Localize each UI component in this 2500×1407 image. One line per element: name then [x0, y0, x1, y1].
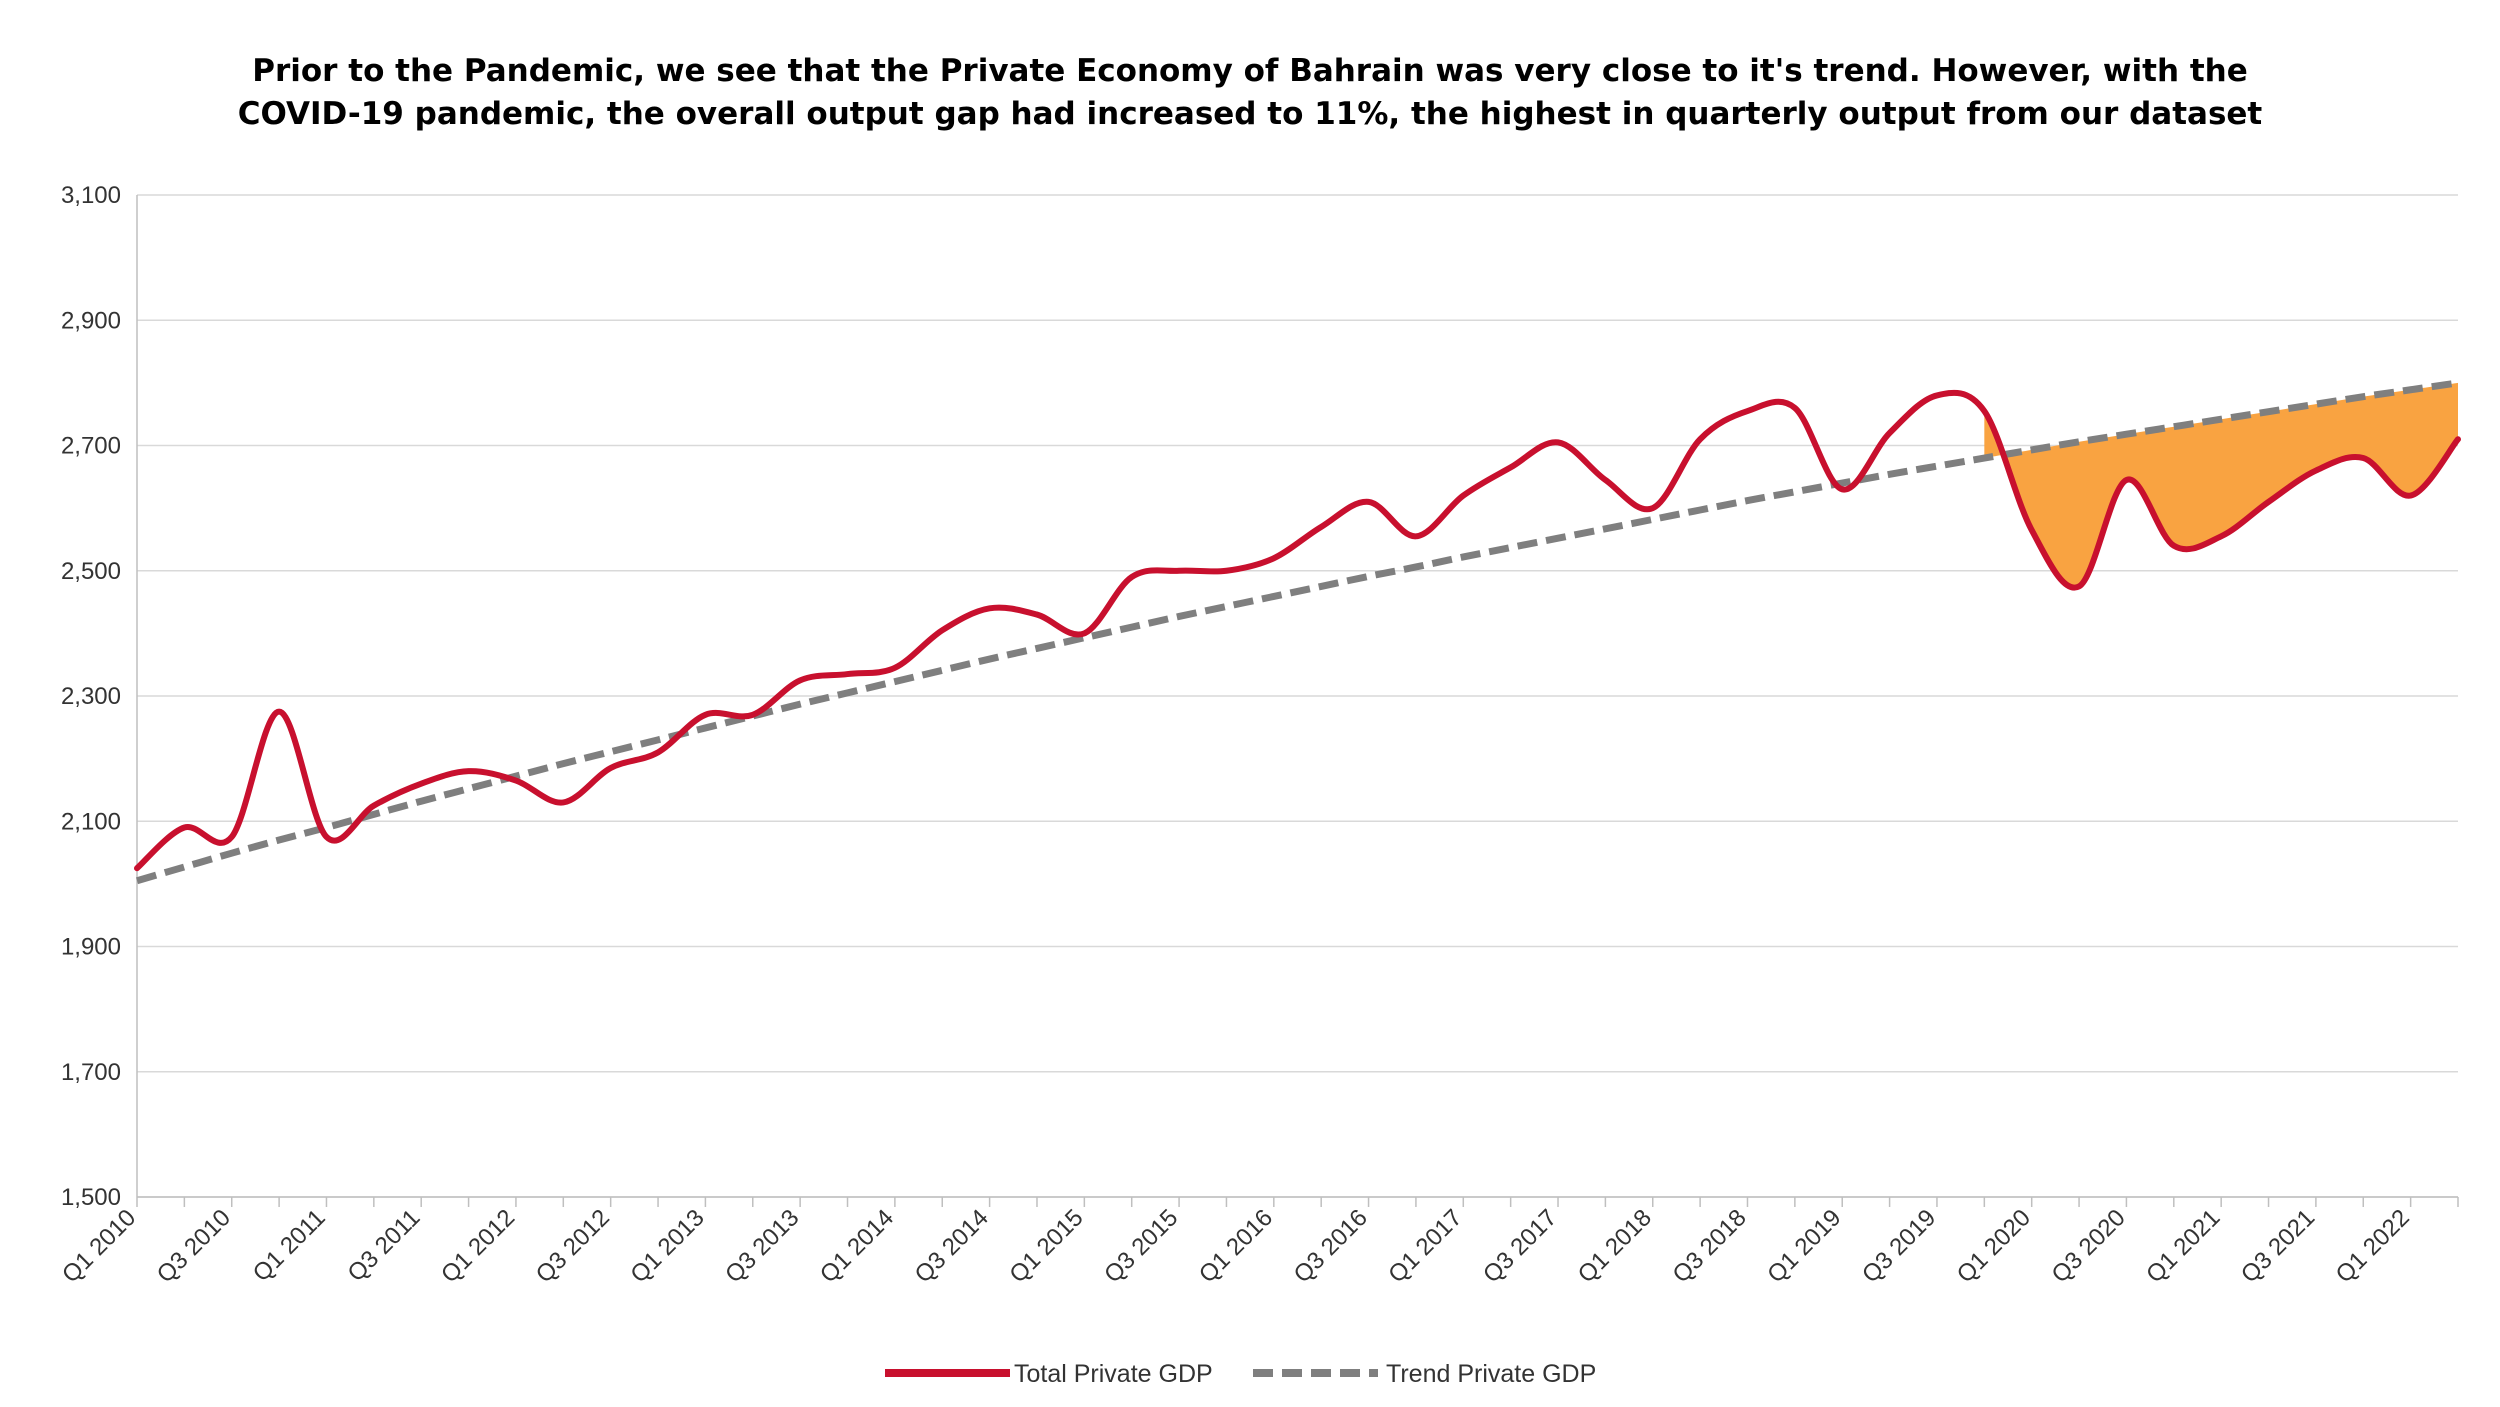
y-axis-tick-labels: 1,500 1,700 1,900 2,100 2,300 2,500 2,700 2,900… — [61, 182, 121, 1211]
x-tick-label: Q1 2013 — [625, 1204, 709, 1288]
x-tick-label: Q1 2016 — [1194, 1204, 1278, 1288]
x-tick-label: Q3 2017 — [1478, 1204, 1562, 1288]
x-tick-label: Q3 2021 — [2236, 1204, 2320, 1288]
x-tick-label: Q3 2013 — [720, 1204, 804, 1288]
legend-label-trend-private-gdp: Trend Private GDP — [1386, 1360, 1596, 1388]
x-tick-label: Q3 2011 — [343, 1204, 426, 1287]
x-tick-label: Q3 2015 — [1099, 1204, 1183, 1288]
chart-title-line-2: COVID-19 pandemic, the overall output ga… — [237, 96, 2263, 132]
series-line-trend-private-gdp — [136, 379, 2459, 885]
x-tick-label: Q1 2018 — [1573, 1204, 1657, 1288]
x-tick-label: Q1 2017 — [1383, 1204, 1467, 1288]
x-tick-label: Q1 2021 — [2141, 1204, 2225, 1288]
x-tick-label: Q1 2015 — [1004, 1204, 1088, 1288]
x-tick-label: Q1 2020 — [1952, 1204, 2036, 1288]
chart-title-line-1: Prior to the Pandemic, we see that the P… — [252, 53, 2248, 89]
gridlines — [137, 194, 2458, 1198]
chart-title: Prior to the Pandemic, we see that the P… — [0, 50, 2500, 136]
x-tick-label: Q1 2019 — [1762, 1204, 1846, 1288]
x-tick-label: Q1 2010 — [57, 1204, 141, 1288]
y-tick-label: 3,100 — [61, 182, 121, 209]
y-tick-label: 2,900 — [61, 307, 121, 334]
y-tick-label: 1,700 — [61, 1059, 121, 1086]
series-lines — [134, 379, 2461, 885]
series-line-total-private-gdp — [134, 389, 2461, 872]
y-tick-label: 2,100 — [61, 808, 121, 835]
legend: Total Private GDP Trend Private GDP — [885, 1360, 1596, 1388]
x-tick-label: Q3 2019 — [1857, 1204, 1941, 1288]
y-tick-label: 1,900 — [61, 934, 121, 961]
axes — [136, 195, 2459, 1207]
y-tick-label: 1,500 — [61, 1184, 121, 1211]
y-tick-label: 2,700 — [61, 433, 121, 460]
x-tick-label: Q3 2018 — [1668, 1204, 1752, 1288]
x-tick-label: Q3 2020 — [2046, 1204, 2130, 1288]
x-tick-label: Q3 2016 — [1289, 1204, 1373, 1288]
x-tick-label: Q3 2010 — [152, 1204, 236, 1288]
legend-label-total-private-gdp: Total Private GDP — [1014, 1360, 1213, 1388]
x-axis-tick-labels: Q1 2010 Q3 2010 Q1 2011 Q3 2011 Q1 2012 Q3 20… — [57, 1204, 2415, 1288]
x-tick-label: Q1 2014 — [815, 1204, 899, 1288]
y-tick-label: 2,300 — [61, 683, 121, 710]
x-tick-label: Q3 2014 — [910, 1204, 994, 1288]
output-gap-area — [1984, 382, 2458, 588]
x-tick-label: Q1 2012 — [436, 1204, 520, 1288]
y-tick-label: 2,500 — [61, 558, 121, 585]
output-gap-fill — [1984, 382, 2458, 588]
x-tick-label: Q1 2022 — [2331, 1204, 2415, 1288]
x-tick-label: Q3 2012 — [531, 1204, 615, 1288]
x-tick-label: Q1 2011 — [248, 1204, 331, 1287]
